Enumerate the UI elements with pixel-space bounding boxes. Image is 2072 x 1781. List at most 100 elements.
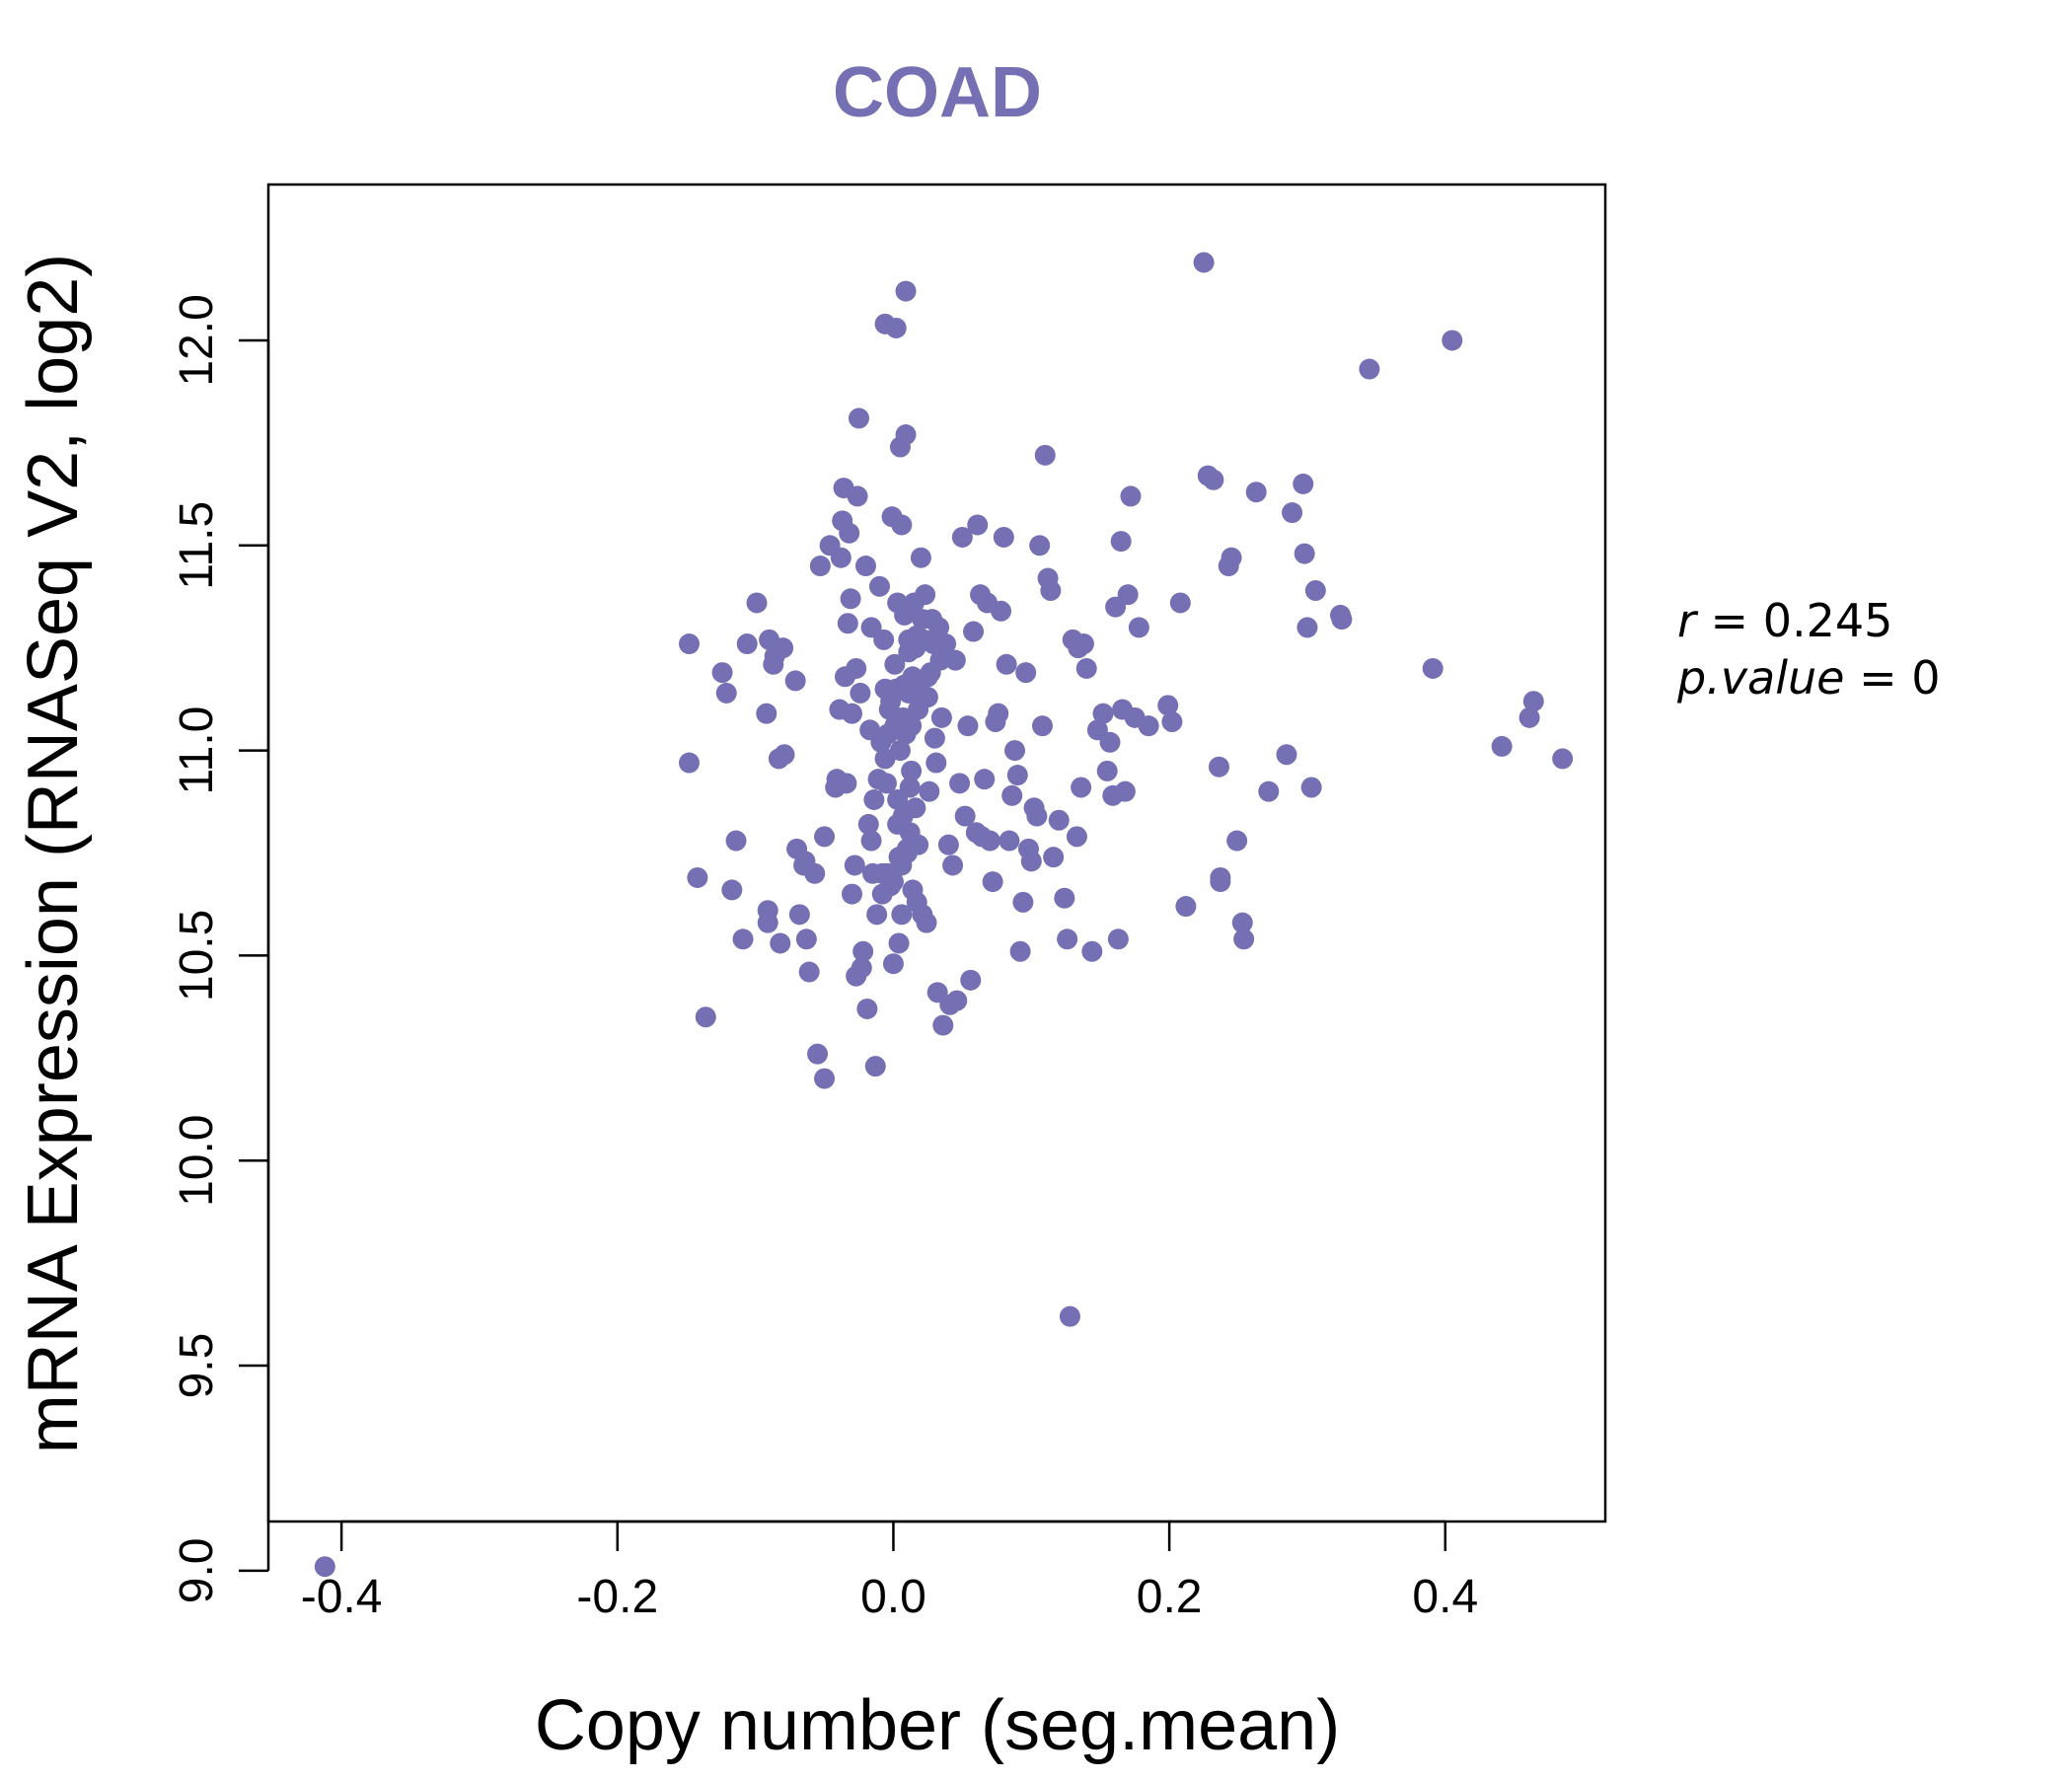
x-tick-label: 0.4 [1412,1571,1478,1623]
scatter-point [725,830,747,852]
scatter-point [866,904,888,926]
scatter-point [851,957,872,979]
scatter-point [929,649,951,671]
scatter-point [1054,887,1075,909]
y-axis-label: mRNA Expression (RNASeq V2, log2) [14,254,93,1453]
scatter-point [795,928,817,950]
y-tick-label: 12.0 [171,294,223,386]
x-axis-label: Copy number (seg.mean) [535,1686,1340,1765]
scatter-point [1231,912,1253,933]
scatter-point [873,629,895,650]
scatter-point [894,674,916,696]
scatter-point [949,773,971,794]
scatter-point [996,653,1017,675]
x-tick-label: -0.4 [301,1571,383,1623]
scatter-point [954,805,976,827]
scatter-point [937,834,959,855]
correlation-stats: r = 0.245 p.value = 0 [1677,592,2033,706]
scatter-point [314,1556,335,1578]
plot-frame [266,183,1607,1523]
scatter-point [1208,756,1229,778]
scatter-point [1203,469,1224,490]
y-tick-label: 11.5 [171,501,223,590]
y-tick-label: 9.0 [171,1538,223,1604]
scatter-point [1043,847,1065,868]
scatter-point [732,928,754,950]
scatter-point [1110,531,1132,553]
scatter-point [1522,691,1544,712]
scatter-point [895,424,917,446]
x-tick-label: -0.2 [576,1571,658,1623]
scatter-point [868,575,890,597]
scatter-point [678,633,700,655]
scatter-point [1138,715,1159,737]
scatter-point [1099,731,1121,753]
scatter-point [814,1068,836,1089]
scatter-point [982,871,1003,893]
scatter-point [925,752,947,774]
scatter-point [711,662,733,684]
scatter-point [1117,584,1139,606]
scatter-point [1006,765,1028,786]
scatter-point [770,932,791,954]
scatter-point [882,871,904,893]
scatter-point [687,866,708,888]
y-tick-label: 10.5 [171,910,223,1002]
scatter-point [844,854,865,876]
scatter-point [1359,358,1380,380]
scatter-point [1296,617,1318,638]
scatter-point [944,649,966,671]
scatter-point [836,773,857,794]
scatter-point [860,830,882,852]
scatter-point [1096,760,1118,781]
scatter-point [942,854,964,876]
scatter-point [930,706,952,728]
scatter-point [908,699,929,720]
scatter-point [721,879,743,901]
scatter-point [891,514,913,536]
scatter-point [848,408,869,429]
scatter-point [1442,330,1463,351]
scatter-point [840,588,861,610]
scatter-point [1034,444,1056,466]
scatter-point [837,613,858,634]
scatter-point [906,625,927,646]
scatter-point [1012,891,1034,913]
p-label: p.value [1677,651,1845,705]
scatter-point [1073,633,1094,655]
scatter-point [880,691,902,712]
scatter-point [888,932,910,954]
scatter-point [1552,748,1574,770]
scatter-point [891,904,913,926]
scatter-point [809,556,831,577]
scatter-point [1422,657,1443,679]
scatter-point [1245,482,1267,503]
scatter-point [892,805,914,827]
scatter-point [1026,805,1048,827]
scatter-point [1114,780,1136,802]
scatter-point [917,666,938,688]
x-axis: -0.4 -0.2 0.0 0.2 0.4 [301,1520,1478,1623]
scatter-point [863,788,885,810]
scatter-point [1040,579,1062,601]
scatter-point [784,670,806,692]
scatter-point [888,847,910,868]
scatter-point [1029,535,1051,557]
scatter-point [1075,657,1097,679]
y-tick-label: 9.5 [171,1333,223,1399]
scatter-point [1015,662,1037,684]
y-tick-label: 11.0 [171,706,223,795]
scatter-point [1282,502,1303,524]
scatter-point [1107,928,1129,950]
scatter-point [1004,740,1026,762]
scatter-point [839,522,860,544]
scatter-point [1001,784,1023,806]
scatter-point [1221,547,1242,568]
scatter-point [974,769,996,790]
scatter-point [988,703,1009,724]
scatter-point [899,822,921,844]
scatter-point [960,969,982,991]
scatter-point [715,682,737,704]
scatter-point [852,940,874,962]
